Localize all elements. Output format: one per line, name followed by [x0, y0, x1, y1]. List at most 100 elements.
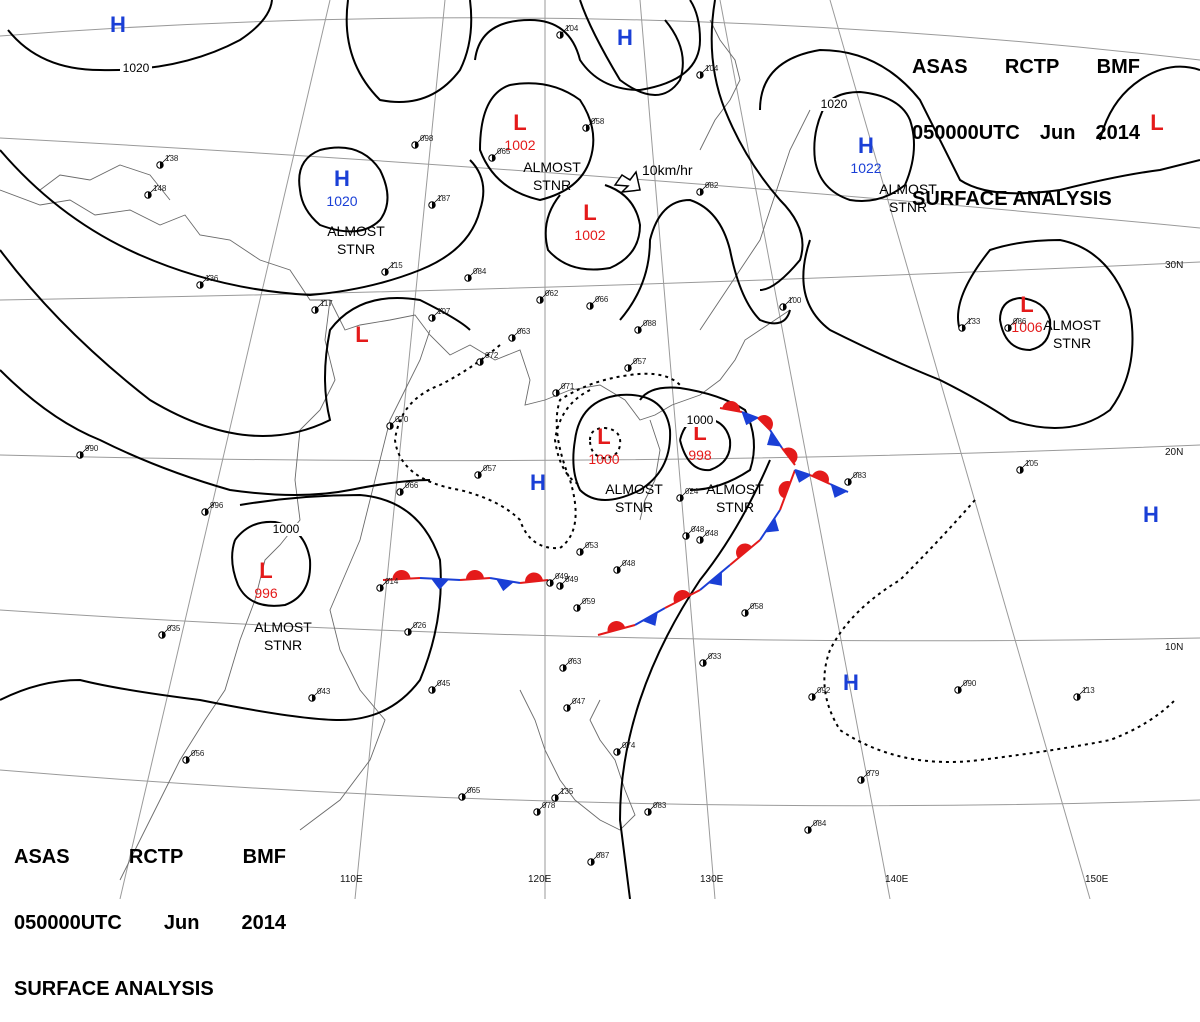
station-plot: 058: [741, 602, 764, 617]
cloud-cover-icon: [160, 161, 164, 169]
cloud-cover-icon: [462, 793, 466, 801]
station-pressure: 057: [633, 357, 647, 366]
station-pressure: 086: [1013, 317, 1027, 326]
station-pressure: 024: [685, 487, 699, 496]
header-top-time: 050000UTC: [912, 122, 1020, 144]
isobar-label-bg: [684, 414, 716, 427]
wind-barb-icon: [961, 317, 973, 329]
latitude-labels: 30N 20N 10N: [1165, 260, 1183, 653]
station-plot: 063: [559, 657, 582, 672]
station-pressure: 049: [565, 575, 579, 584]
station-pressure: 113: [1082, 686, 1095, 695]
station-pressure: 092: [817, 686, 831, 695]
station-plot: 048: [682, 525, 705, 540]
station-pressure: 083: [853, 471, 867, 480]
center-pressure-value: 1022: [850, 160, 881, 176]
station-plot: 079: [857, 769, 880, 784]
header-bottom-code: RCTP: [128, 846, 184, 868]
stationary-fronts: [382, 401, 849, 636]
high-center: H 1022: [850, 133, 881, 176]
cold-front-triangle: [830, 484, 848, 498]
cloud-cover-icon: [390, 422, 394, 430]
meridian-line: [639, 0, 716, 899]
cloud-cover-icon: [1008, 324, 1012, 332]
station-pressure: 048: [705, 529, 719, 538]
wind-barb-icon: [699, 64, 711, 76]
wind-barb-icon: [576, 597, 588, 609]
stationary-label-line2: STNR: [889, 199, 927, 215]
station-pressure: 026: [413, 621, 427, 630]
isobar-line: [0, 149, 485, 297]
low-pressure-marker: L: [583, 200, 596, 225]
header-bottom: ASAS RCTP BMF 050000UTC Jun 2014 SURFACE…: [14, 802, 286, 1022]
stationary-label: ALMOST STNR: [879, 181, 937, 215]
cloud-cover-icon: [700, 71, 704, 79]
low-pressure-marker: L: [1020, 292, 1033, 317]
high-center: H: [110, 12, 126, 37]
center-pressure-value: 1002: [574, 227, 605, 243]
warm-front-semicircle: [722, 401, 740, 412]
cloud-cover-icon: [617, 748, 621, 756]
warm-front-semicircle: [778, 481, 791, 499]
station-pressure: 135: [560, 787, 574, 796]
station-plot: 043: [308, 687, 331, 702]
cloud-cover-icon: [432, 686, 436, 694]
cloud-cover-icon: [200, 281, 204, 289]
station-pressure: 115: [390, 261, 403, 270]
cloud-cover-icon: [628, 364, 632, 372]
cloud-cover-icon: [468, 274, 472, 282]
wind-barb-icon: [699, 529, 711, 541]
warm-front-semicircle: [736, 543, 752, 559]
station-pressure: 088: [643, 319, 657, 328]
station-plot: 090: [954, 679, 977, 694]
stationary-label-line2: STNR: [615, 499, 653, 515]
cloud-cover-icon: [638, 326, 642, 334]
station-plot: 056: [182, 749, 205, 764]
station-pressure: 187: [437, 194, 451, 203]
high-center: H: [843, 670, 859, 695]
isobar-line: [572, 393, 672, 501]
wind-barb-icon: [585, 117, 597, 129]
wind-barb-icon: [407, 621, 419, 633]
station-plot: 024: [676, 487, 699, 502]
station-plot: 072: [476, 351, 499, 366]
center-pressure-value: 1002: [504, 137, 535, 153]
center-pressure-value: 996: [254, 585, 278, 601]
longitude-labels: 110E 120E 130E 140E 150E: [340, 874, 1109, 885]
station-plot: 057: [624, 357, 647, 372]
warm-front-semicircle: [392, 569, 411, 580]
station-pressure: 053: [585, 541, 599, 550]
station-plot: 104: [696, 64, 719, 79]
station-pressure: 082: [705, 181, 719, 190]
cloud-cover-icon: [480, 358, 484, 366]
station-pressure: 990: [85, 444, 99, 453]
isobar-label: 1000: [687, 413, 714, 427]
isobar-line: [0, 249, 471, 437]
station-plot: 105: [1016, 459, 1039, 474]
cloud-cover-icon: [808, 826, 812, 834]
gulf-coast: [299, 329, 431, 831]
low-center: L 1000: [588, 424, 619, 467]
low-pressure-marker: L: [597, 424, 610, 449]
cold-front-triangle: [741, 411, 759, 426]
station-plot: 065: [458, 786, 481, 801]
wind-barb-icon: [389, 415, 401, 427]
cloud-cover-icon: [478, 471, 482, 479]
cloud-cover-icon: [567, 704, 571, 712]
station-plot: 086: [1004, 317, 1027, 332]
wind-barb-icon: [807, 819, 819, 831]
wind-barb-icon: [461, 786, 473, 798]
station-pressure: 104: [705, 64, 719, 73]
stationary-label: ALMOST STNR: [254, 619, 312, 653]
station-plot: 066: [586, 295, 609, 310]
isobar-label: 1020: [123, 61, 150, 75]
station-plots: 1041040981381480650581870821150841361171…: [76, 24, 1095, 866]
stationary-label: ALMOST STNR: [605, 481, 663, 515]
station-plot: 074: [613, 741, 636, 756]
mainland-coast: [0, 189, 791, 421]
meridian-line: [719, 0, 891, 899]
station-plot: 100: [779, 296, 802, 311]
low-center: L 1006: [1011, 292, 1042, 335]
header-top-agency: ASAS: [912, 56, 968, 78]
